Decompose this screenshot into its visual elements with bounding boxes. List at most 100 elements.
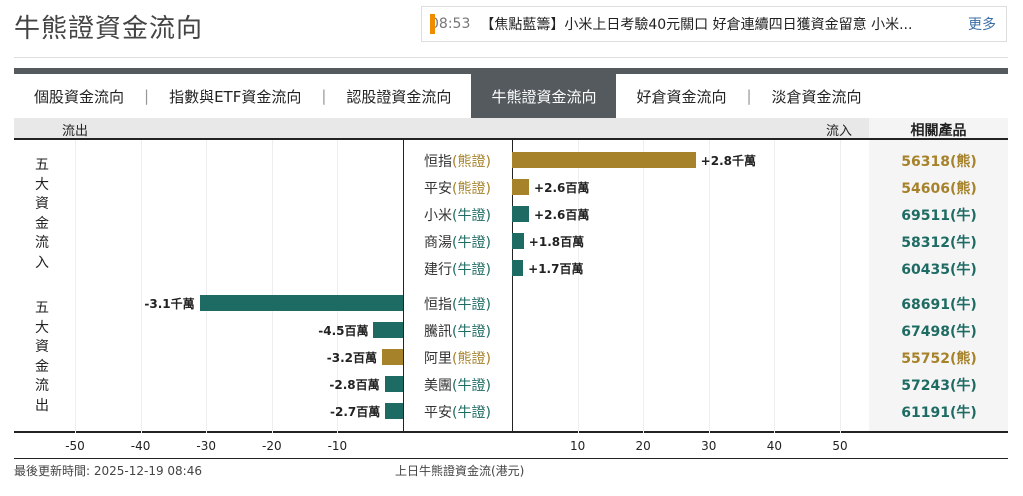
gridline: [272, 140, 273, 433]
data-label: +2.6百萬: [534, 208, 590, 222]
chart-area: [14, 138, 1008, 433]
products-header: 相關產品: [869, 118, 1008, 139]
data-label: +2.6百萬: [534, 181, 590, 195]
axis-zero-right: [512, 140, 513, 433]
gridline: [643, 140, 644, 433]
chart-header: 流出 流入 相關產品: [14, 118, 1008, 139]
product-link[interactable]: 69511(牛): [901, 208, 977, 224]
bar-outflow: [384, 376, 403, 392]
gridline: [141, 140, 142, 433]
bar-inflow: [512, 179, 530, 195]
underlying-name: 美團: [424, 378, 452, 394]
inflow-header: 流入: [826, 124, 853, 139]
underlying-name: 阿里: [424, 351, 452, 367]
product-link[interactable]: 57243(牛): [901, 378, 977, 394]
page-title: 牛熊證資金流向: [14, 14, 204, 44]
gridline: [709, 140, 710, 433]
cbbc-type: (牛證): [452, 324, 491, 340]
tab-short-flow[interactable]: 淡倉資金流向: [771, 87, 862, 106]
tab-separator: |: [144, 87, 150, 105]
bar-outflow: [385, 403, 403, 419]
tab-index-etf-flow[interactable]: 指數與ETF資金流向: [169, 87, 302, 106]
data-label: +2.8千萬: [700, 154, 756, 168]
x-tick-label: 20: [635, 439, 651, 453]
x-tick-label: -50: [65, 439, 85, 453]
product-link[interactable]: 55752(熊): [901, 351, 977, 367]
cbbc-type: (熊證): [452, 351, 491, 367]
gridline: [75, 140, 76, 433]
underlying-name: 平安: [424, 405, 452, 421]
underlying-name: 平安: [424, 181, 452, 197]
data-label: -2.8百萬: [329, 378, 380, 392]
gridline: [337, 140, 338, 433]
tab-stock-flow[interactable]: 個股資金流向: [34, 87, 125, 106]
data-label: -2.7百萬: [330, 405, 381, 419]
tab-bar: 個股資金流向 | 指數與ETF資金流向 | 認股證資金流向 牛熊證資金流向 好倉資金…: [14, 74, 1008, 118]
x-tick-label: -20: [261, 439, 282, 453]
products-column: [869, 140, 1008, 433]
news-ticker[interactable]: 08:53 【焦點藍籌】小米上日考驗40元關口 好倉連續四日獲資金留意 小米..…: [421, 6, 1007, 42]
product-link[interactable]: 61191(牛): [901, 405, 977, 421]
axis-zero-left: [403, 140, 404, 433]
underlying-name: 小米: [424, 208, 452, 224]
x-tick-label: 40: [766, 439, 783, 453]
data-label: -3.2百萬: [326, 351, 378, 365]
tab-cbbc-flow[interactable]: 牛熊證資金流向: [471, 74, 617, 118]
product-link[interactable]: 56318(熊): [901, 154, 977, 170]
x-tick-label: -40: [130, 439, 151, 453]
news-marker: [430, 14, 435, 34]
gridline: [206, 140, 207, 433]
underlying-name: 商湯: [424, 235, 452, 251]
data-label: +1.8百萬: [528, 235, 585, 249]
bar-outflow: [373, 322, 403, 338]
news-time: 08:53: [430, 16, 471, 32]
row-label: 騰訊(牛證): [424, 321, 491, 341]
group-label-inflow: 五大資金流入: [35, 157, 49, 271]
tab-warrant-flow[interactable]: 認股證資金流向: [346, 87, 452, 106]
gridline: [578, 140, 579, 433]
gridline: [774, 140, 775, 433]
x-axis-label: 上日牛熊證資金流(港元): [395, 464, 525, 478]
row-label: 平安(熊證): [424, 178, 491, 198]
bar-inflow: [512, 233, 524, 249]
tab-separator: |: [746, 87, 752, 105]
outflow-header: 流出: [62, 124, 89, 139]
row-label: 恒指(熊證): [424, 151, 491, 171]
bar-outflow: [199, 295, 403, 311]
cbbc-type: (牛證): [452, 297, 491, 313]
row-label: 商湯(牛證): [424, 232, 491, 252]
x-tick-label: 50: [832, 439, 848, 453]
x-tick-label: -10: [327, 439, 348, 453]
divider: [14, 57, 1008, 58]
gridline: [840, 140, 841, 433]
underlying-name: 建行: [424, 262, 452, 278]
underlying-name: 恒指: [424, 297, 452, 313]
more-link[interactable]: 更多: [968, 17, 996, 33]
last-updated: 最後更新時間: 2025-12-19 08:46: [14, 464, 202, 478]
product-link[interactable]: 54606(熊): [901, 181, 977, 197]
row-label: 建行(牛證): [424, 259, 491, 279]
row-label: 小米(牛證): [424, 205, 491, 225]
cbbc-type: (牛證): [452, 235, 491, 251]
x-tick-label: -30: [196, 439, 216, 453]
news-headline[interactable]: 【焦點藍籌】小米上日考驗40元關口 好倉連續四日獲資金留意 小米...: [480, 17, 913, 33]
product-link[interactable]: 60435(牛): [901, 262, 977, 278]
bar-inflow: [512, 152, 696, 168]
data-label: -3.1千萬: [144, 297, 195, 311]
group-label-outflow: 五大資金流出: [35, 300, 49, 414]
data-label: -4.5百萬: [318, 324, 369, 338]
product-link[interactable]: 68691(牛): [901, 297, 977, 313]
bar-inflow: [512, 260, 524, 276]
cbbc-type: (牛證): [452, 405, 491, 421]
product-link[interactable]: 58312(牛): [901, 235, 977, 251]
tab-bar-top: [14, 68, 1008, 74]
row-label: 美團(牛證): [424, 375, 491, 395]
underlying-name: 騰訊: [424, 324, 452, 340]
cbbc-type: (牛證): [452, 208, 491, 224]
axis-baseline: [14, 458, 1008, 459]
product-link[interactable]: 67498(牛): [901, 324, 977, 340]
tab-long-flow[interactable]: 好倉資金流向: [636, 87, 727, 106]
cbbc-type: (熊證): [452, 181, 491, 197]
x-tick-label: 30: [701, 439, 717, 453]
tab-separator: |: [321, 87, 327, 105]
